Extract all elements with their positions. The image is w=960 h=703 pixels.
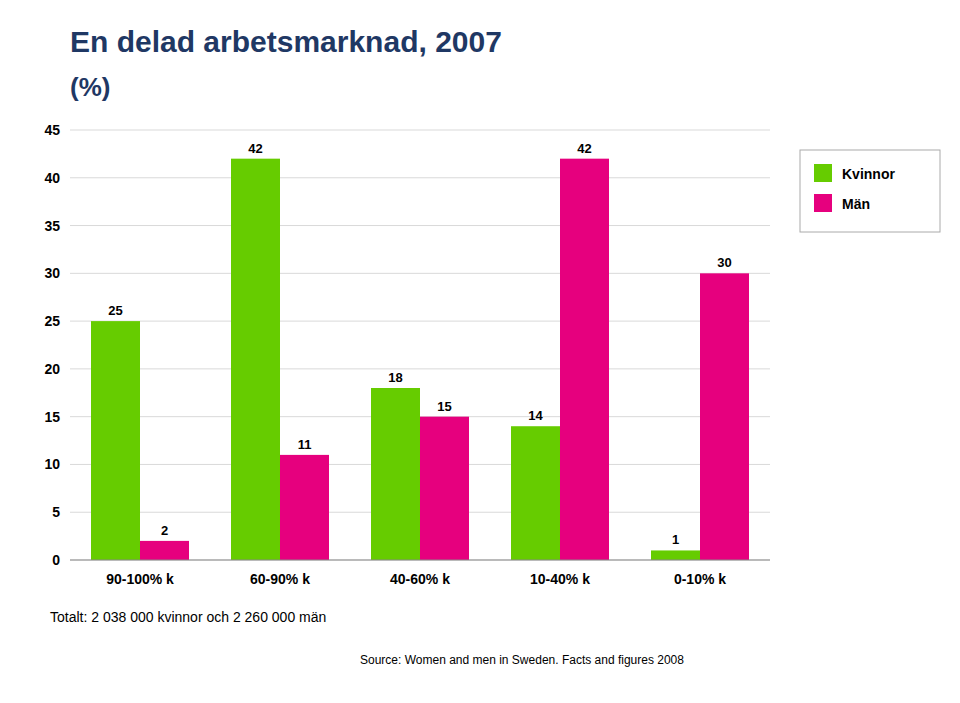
data-label: 14: [528, 408, 543, 423]
bar: [651, 550, 700, 560]
legend-label: Kvinnor: [842, 166, 895, 182]
data-label: 18: [388, 370, 402, 385]
bar: [140, 541, 189, 560]
source: Source: Women and men in Sweden. Facts a…: [360, 653, 684, 667]
bar: [280, 455, 329, 560]
legend-box: [800, 150, 940, 232]
y-tick-label: 40: [44, 170, 60, 186]
bar: [371, 388, 420, 560]
y-tick-label: 45: [44, 122, 60, 138]
subtitle: (%): [70, 72, 110, 102]
data-labels: 25 42 18 14 1 2 11 15 42 30: [108, 141, 731, 548]
data-label: 1: [672, 532, 679, 547]
bar: [511, 426, 560, 560]
grid-line: [70, 177, 770, 178]
y-tick-label: 5: [52, 504, 60, 520]
grid-line: [70, 368, 770, 369]
bars: [91, 159, 749, 560]
data-label: 42: [577, 141, 591, 156]
bar: [231, 159, 280, 560]
data-label: 11: [298, 437, 312, 452]
grid: [70, 130, 770, 560]
data-label: 2: [161, 523, 168, 538]
y-tick-label: 15: [44, 409, 60, 425]
grid-line: [70, 560, 770, 561]
grid-line: [70, 321, 770, 322]
x-tick-label: 0-10% k: [674, 571, 726, 587]
footnote: Totalt: 2 038 000 kvinnor och 2 260 000 …: [50, 609, 326, 625]
y-tick-label: 35: [44, 218, 60, 234]
title: En delad arbetsmarknad, 2007: [70, 25, 502, 58]
data-label: 25: [108, 303, 122, 318]
x-tick-label: 40-60% k: [390, 571, 450, 587]
legend-swatch: [814, 194, 832, 212]
x-tick-label: 90-100% k: [106, 571, 174, 587]
grid-line: [70, 225, 770, 226]
bar: [700, 273, 749, 560]
legend-swatch: [814, 164, 832, 182]
chart-svg: En delad arbetsmarknad, 2007 (%) 0 5 10 15 20 2…: [0, 0, 960, 703]
x-axis-line: [70, 560, 770, 561]
x-tick-label: 10-40% k: [530, 571, 590, 587]
x-tick-label: 60-90% k: [250, 571, 310, 587]
y-tick-label: 20: [44, 361, 60, 377]
bar: [420, 417, 469, 560]
y-tick-label: 0: [52, 552, 60, 568]
bar: [560, 159, 609, 560]
legend-label: Män: [842, 196, 870, 212]
legend: Kvinnor Män: [800, 150, 940, 232]
data-label: 42: [248, 141, 262, 156]
y-tick-label: 25: [44, 313, 60, 329]
y-tick-label: 10: [44, 456, 60, 472]
bar: [91, 321, 140, 560]
data-label: 30: [717, 255, 731, 270]
grid-line: [70, 130, 770, 131]
chart-container: En delad arbetsmarknad, 2007 (%) 0 5 10 15 20 2…: [0, 0, 960, 703]
y-tick-label: 30: [44, 265, 60, 281]
grid-line: [70, 273, 770, 274]
data-label: 15: [437, 399, 451, 414]
